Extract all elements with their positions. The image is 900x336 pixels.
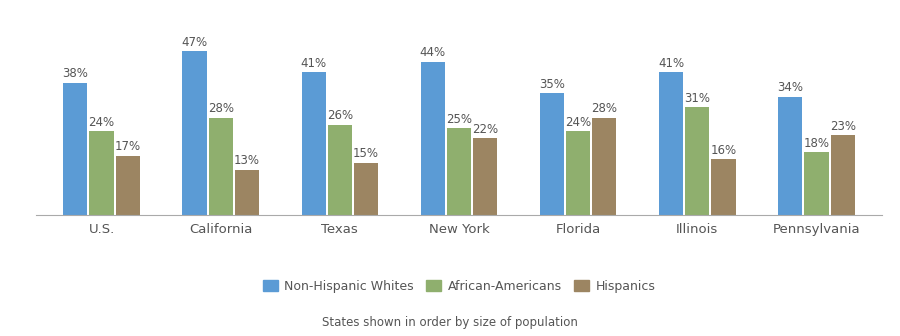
Bar bbox=[778, 97, 802, 215]
Text: 44%: 44% bbox=[419, 46, 446, 59]
Bar bbox=[685, 107, 709, 215]
Text: States shown in order by size of population: States shown in order by size of populat… bbox=[322, 316, 578, 329]
Text: 41%: 41% bbox=[301, 57, 327, 70]
Bar bbox=[592, 118, 617, 215]
Text: 38%: 38% bbox=[62, 67, 88, 80]
Text: 41%: 41% bbox=[658, 57, 684, 70]
Bar bbox=[354, 163, 378, 215]
Text: 22%: 22% bbox=[472, 123, 499, 136]
Bar bbox=[447, 128, 471, 215]
Bar bbox=[831, 135, 855, 215]
Bar bbox=[659, 72, 683, 215]
Bar bbox=[302, 72, 326, 215]
Text: 25%: 25% bbox=[446, 113, 472, 126]
Bar bbox=[328, 125, 352, 215]
Bar bbox=[116, 156, 140, 215]
Text: 24%: 24% bbox=[565, 116, 591, 129]
Bar bbox=[183, 51, 206, 215]
Text: 17%: 17% bbox=[114, 140, 140, 154]
Text: 28%: 28% bbox=[591, 102, 617, 115]
Bar bbox=[420, 62, 445, 215]
Bar bbox=[805, 152, 829, 215]
Text: 18%: 18% bbox=[804, 137, 830, 150]
Text: 13%: 13% bbox=[234, 154, 260, 167]
Bar bbox=[566, 131, 590, 215]
Text: 15%: 15% bbox=[353, 148, 379, 160]
Legend: Non-Hispanic Whites, African-Americans, Hispanics: Non-Hispanic Whites, African-Americans, … bbox=[257, 275, 661, 298]
Text: 28%: 28% bbox=[208, 102, 234, 115]
Bar bbox=[473, 138, 498, 215]
Bar bbox=[63, 83, 87, 215]
Text: 16%: 16% bbox=[710, 144, 736, 157]
Text: 23%: 23% bbox=[830, 120, 856, 132]
Bar bbox=[89, 131, 113, 215]
Bar bbox=[235, 170, 259, 215]
Text: 35%: 35% bbox=[539, 78, 565, 91]
Text: 26%: 26% bbox=[327, 109, 353, 122]
Bar bbox=[712, 159, 735, 215]
Bar bbox=[209, 118, 233, 215]
Text: 47%: 47% bbox=[182, 36, 208, 49]
Text: 34%: 34% bbox=[778, 81, 804, 94]
Bar bbox=[540, 93, 564, 215]
Text: 24%: 24% bbox=[88, 116, 114, 129]
Text: 31%: 31% bbox=[684, 92, 710, 104]
